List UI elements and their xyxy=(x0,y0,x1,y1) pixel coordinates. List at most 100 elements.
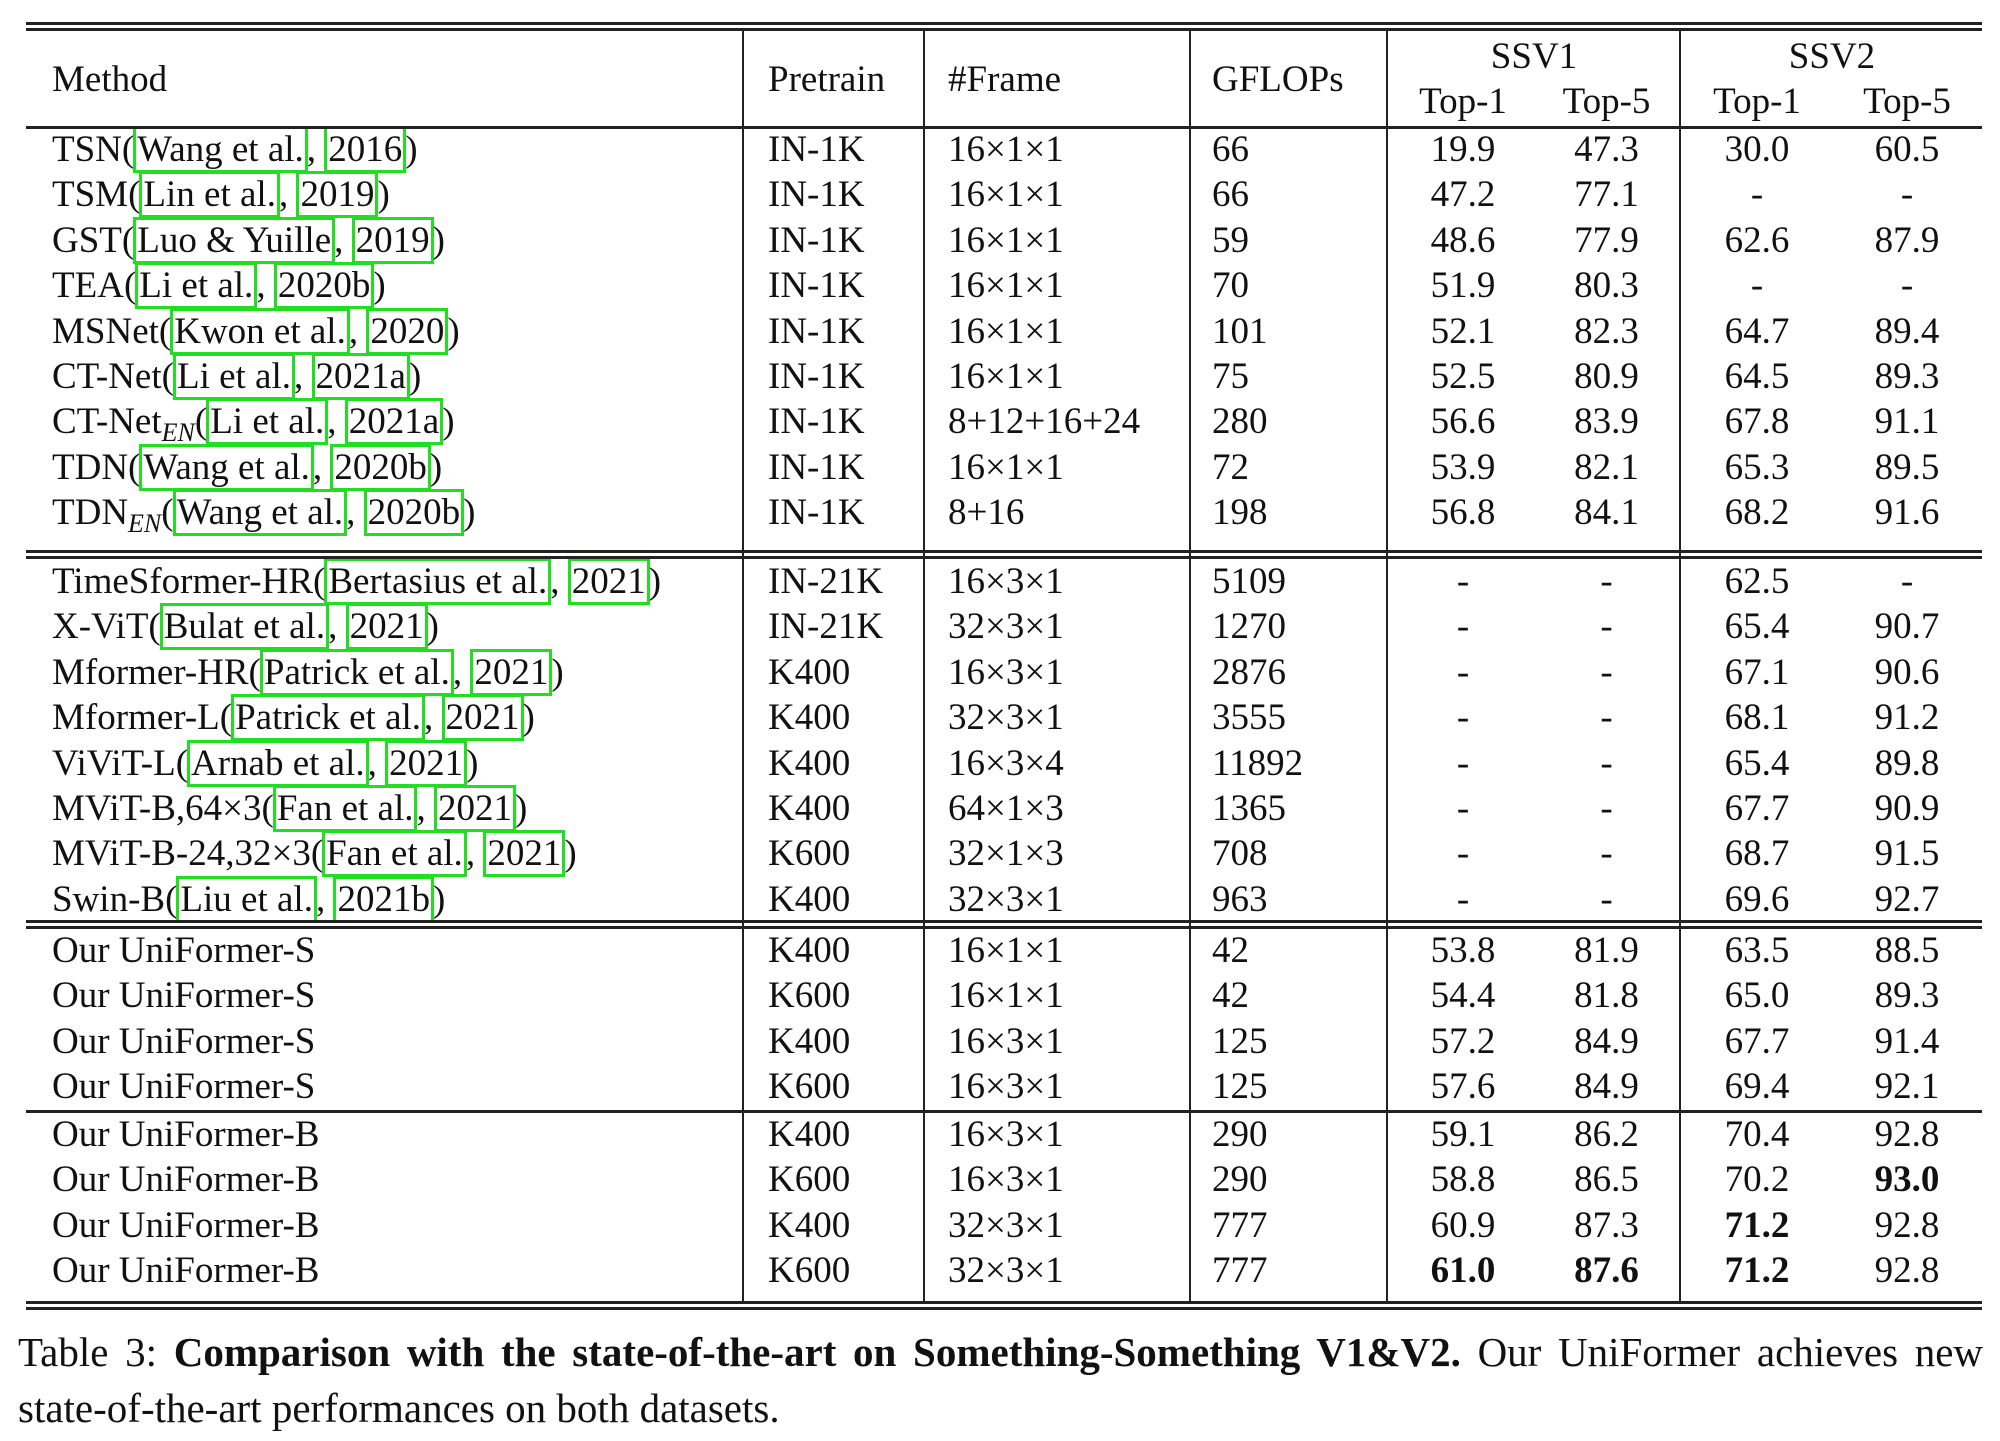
citation-year-link[interactable]: 2021 xyxy=(483,830,566,878)
v1t1-cell: 53.9 xyxy=(1430,446,1496,488)
citation-authors-link[interactable]: Lin et al. xyxy=(139,171,280,219)
v1t5-cell: 81.9 xyxy=(1574,930,1639,971)
citation-authors-link[interactable]: Fan et al. xyxy=(272,785,418,832)
citation-year-link[interactable]: 2021b xyxy=(333,875,434,923)
gflops-cell: 963 xyxy=(1212,878,1268,920)
gflops-cell: 290 xyxy=(1212,1159,1268,1201)
method-name: Our UniFormer-B xyxy=(52,1250,320,1292)
citation-authors-link[interactable]: Patrick et al. xyxy=(231,694,426,742)
pretrain-cell: IN-1K xyxy=(768,174,865,216)
citation-year-link[interactable]: 2021 xyxy=(470,648,553,696)
citation-year-link[interactable]: 2020 xyxy=(366,307,449,355)
v2t5-cell: 89.8 xyxy=(1874,742,1940,784)
citation-authors-link[interactable]: Wang et al. xyxy=(139,443,314,491)
caption-text: Our UniFormer achieves new state-of-the-… xyxy=(18,1329,1984,1431)
pretrain-cell: IN-1K xyxy=(768,492,865,534)
citation-year-link[interactable]: 2019 xyxy=(351,216,434,264)
v2t5-cell: 92.8 xyxy=(1874,1250,1940,1292)
citation-year-link[interactable]: 2021 xyxy=(441,694,524,742)
v2t5-cell: 90.7 xyxy=(1874,606,1940,648)
v2t5-cell: 92.1 xyxy=(1874,1066,1940,1108)
method-cell: CT-NetEN(Li et al., 2021a) xyxy=(52,398,455,455)
citation-authors-link[interactable]: Wang et al. xyxy=(133,126,308,173)
citation-authors-link[interactable]: Wang et al. xyxy=(172,489,348,537)
v2t1-cell: 65.3 xyxy=(1724,446,1790,488)
pretrain-cell: K400 xyxy=(768,930,851,971)
v1t5-cell: - xyxy=(1600,788,1613,829)
method-subscript: EN xyxy=(128,509,162,539)
v2t5-cell: 89.3 xyxy=(1874,356,1940,397)
v2t1-cell: 62.5 xyxy=(1724,561,1790,602)
method-name: Our UniFormer-B xyxy=(52,1204,320,1246)
frame-cell: 16×3×1 xyxy=(948,561,1064,602)
pretrain-cell: IN-21K xyxy=(768,561,884,602)
gflops-cell: 1365 xyxy=(1212,788,1286,829)
table-rule xyxy=(26,1307,1982,1310)
citation-authors-link[interactable]: Li et al. xyxy=(135,262,258,310)
v1t5-cell: 86.2 xyxy=(1574,1114,1639,1155)
v1t1-cell: 57.2 xyxy=(1430,1020,1496,1062)
header-ssv1-top5: Top-5 xyxy=(1562,81,1651,122)
v2t1-cell: 71.2 xyxy=(1724,1204,1790,1246)
citation-year-link[interactable]: 2016 xyxy=(324,126,407,173)
column-separator xyxy=(742,30,744,1302)
v2t1-cell: 68.7 xyxy=(1724,833,1790,875)
method-cell: TimeSformer-HR(Bertasius et al., 2021) xyxy=(52,558,661,605)
method-cell: MViT-B-24,32×3(Fan et al., 2021) xyxy=(52,830,577,878)
frame-cell: 32×3×1 xyxy=(948,1204,1064,1246)
v2t1-cell: 67.7 xyxy=(1724,788,1790,829)
gflops-cell: 280 xyxy=(1212,401,1268,443)
citation-authors-link[interactable]: Luo & Yuille xyxy=(133,216,336,264)
v1t5-cell: 84.9 xyxy=(1574,1020,1639,1062)
gflops-cell: 3555 xyxy=(1212,697,1286,739)
method-cell: Our UniFormer-B xyxy=(52,1203,319,1248)
citation-authors-link[interactable]: Kwon et al. xyxy=(170,307,350,355)
v2t1-cell: 67.8 xyxy=(1724,401,1790,443)
gflops-cell: 59 xyxy=(1212,219,1249,261)
method-cell: Our UniFormer-S xyxy=(52,1064,315,1109)
pretrain-cell: IN-1K xyxy=(768,310,865,352)
citation-authors-link[interactable]: Bulat et al. xyxy=(159,603,330,651)
method-cell: TSN(Wang et al., 2016) xyxy=(52,126,418,173)
v1t5-cell: 82.1 xyxy=(1574,446,1639,488)
v2t1-cell: 71.2 xyxy=(1724,1250,1790,1292)
citation-year-link[interactable]: 2020b xyxy=(330,443,431,491)
citation-authors-link[interactable]: Li et al. xyxy=(172,353,296,400)
citation-year-link[interactable]: 2020b xyxy=(273,262,375,310)
citation-authors-link[interactable]: Patrick et al. xyxy=(259,648,454,696)
citation-year-link[interactable]: 2021 xyxy=(345,603,428,651)
gflops-cell: 11892 xyxy=(1212,742,1304,784)
citation-authors-link[interactable]: Fan et al. xyxy=(322,830,467,878)
v1t1-cell: 56.8 xyxy=(1430,492,1496,534)
citation-authors-link[interactable]: Bertasius et al. xyxy=(324,558,552,605)
frame-cell: 16×1×1 xyxy=(948,129,1064,170)
pretrain-cell: K400 xyxy=(768,697,851,739)
gflops-cell: 290 xyxy=(1212,1114,1268,1155)
pretrain-cell: K400 xyxy=(768,742,851,784)
header-pretrain: Pretrain xyxy=(768,59,886,100)
v2t5-cell: 87.9 xyxy=(1874,219,1940,261)
method-cell: Mformer-HR(Patrick et al., 2021) xyxy=(52,648,564,696)
v1t1-cell: 52.1 xyxy=(1430,310,1496,352)
v1t1-cell: 60.9 xyxy=(1430,1204,1496,1246)
citation-authors-link[interactable]: Li et al. xyxy=(206,398,329,446)
header-frame: #Frame xyxy=(948,59,1062,100)
citation-year-link[interactable]: 2021 xyxy=(433,785,516,832)
pretrain-cell: IN-1K xyxy=(768,446,865,488)
citation-year-link[interactable]: 2019 xyxy=(296,171,379,219)
frame-cell: 32×3×1 xyxy=(948,606,1064,648)
citation-year-link[interactable]: 2021a xyxy=(344,398,444,446)
method-name: Our UniFormer-B xyxy=(52,1159,320,1201)
citation-year-link[interactable]: 2020b xyxy=(363,489,465,537)
v2t5-cell: 90.9 xyxy=(1874,788,1940,829)
citation-year-link[interactable]: 2021a xyxy=(311,353,410,400)
citation-year-link[interactable]: 2021 xyxy=(385,739,468,787)
frame-cell: 16×3×1 xyxy=(948,1159,1064,1201)
citation-authors-link[interactable]: Arnab et al. xyxy=(187,739,369,787)
method-name: MViT-B,64×3 xyxy=(52,788,262,829)
method-cell: ViViT-L(Arnab et al., 2021) xyxy=(52,739,478,787)
pretrain-cell: K600 xyxy=(768,1159,851,1201)
citation-year-link[interactable]: 2021 xyxy=(567,558,650,605)
citation-authors-link[interactable]: Liu et al. xyxy=(176,875,317,923)
table-rule xyxy=(26,1301,1982,1304)
